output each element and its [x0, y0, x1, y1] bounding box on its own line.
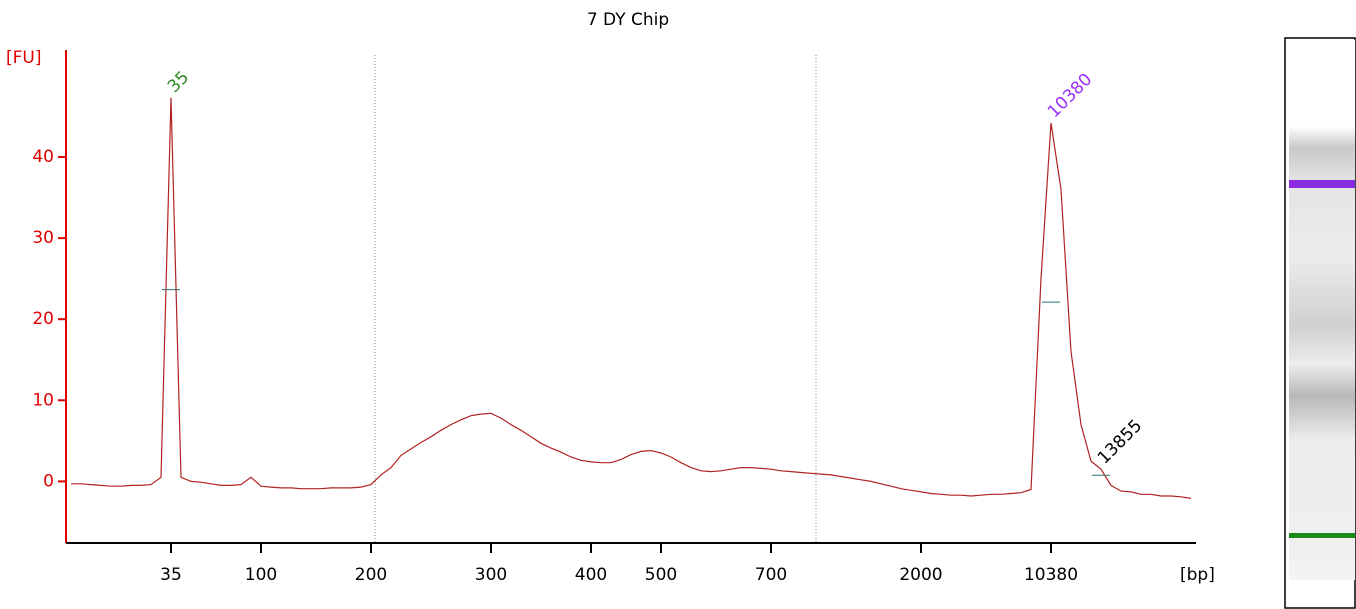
trace — [71, 97, 1192, 499]
y-axis-label: [FU] — [6, 48, 42, 68]
peak-label: 35 — [164, 67, 193, 96]
y-tick-label: 10 — [32, 390, 54, 410]
x-tick-label: 500 — [645, 565, 677, 585]
y-tick-label: 40 — [32, 147, 54, 167]
x-tick-label: 2000 — [899, 565, 942, 585]
gel-band — [1289, 180, 1355, 188]
x-tick-label: 700 — [755, 565, 787, 585]
gel-band — [1289, 533, 1355, 538]
x-tick-label: 200 — [355, 565, 387, 585]
chart-title: 7 DY Chip — [587, 10, 669, 30]
y-tick-label: 0 — [43, 471, 54, 491]
x-axis-label: [bp] — [1180, 565, 1215, 585]
x-tick-label: 35 — [160, 565, 182, 585]
gel-image — [1284, 37, 1356, 609]
y-tick-label: 20 — [32, 309, 54, 329]
x-tick-label: 300 — [475, 565, 507, 585]
y-tick-label: 30 — [32, 228, 54, 248]
gel-lane — [1289, 40, 1355, 580]
peak-label: 10380 — [1044, 70, 1096, 122]
x-tick-label: 10380 — [1024, 565, 1078, 585]
x-tick-label: 100 — [245, 565, 277, 585]
x-tick-label: 400 — [575, 565, 607, 585]
peak-label: 13855 — [1094, 416, 1146, 468]
